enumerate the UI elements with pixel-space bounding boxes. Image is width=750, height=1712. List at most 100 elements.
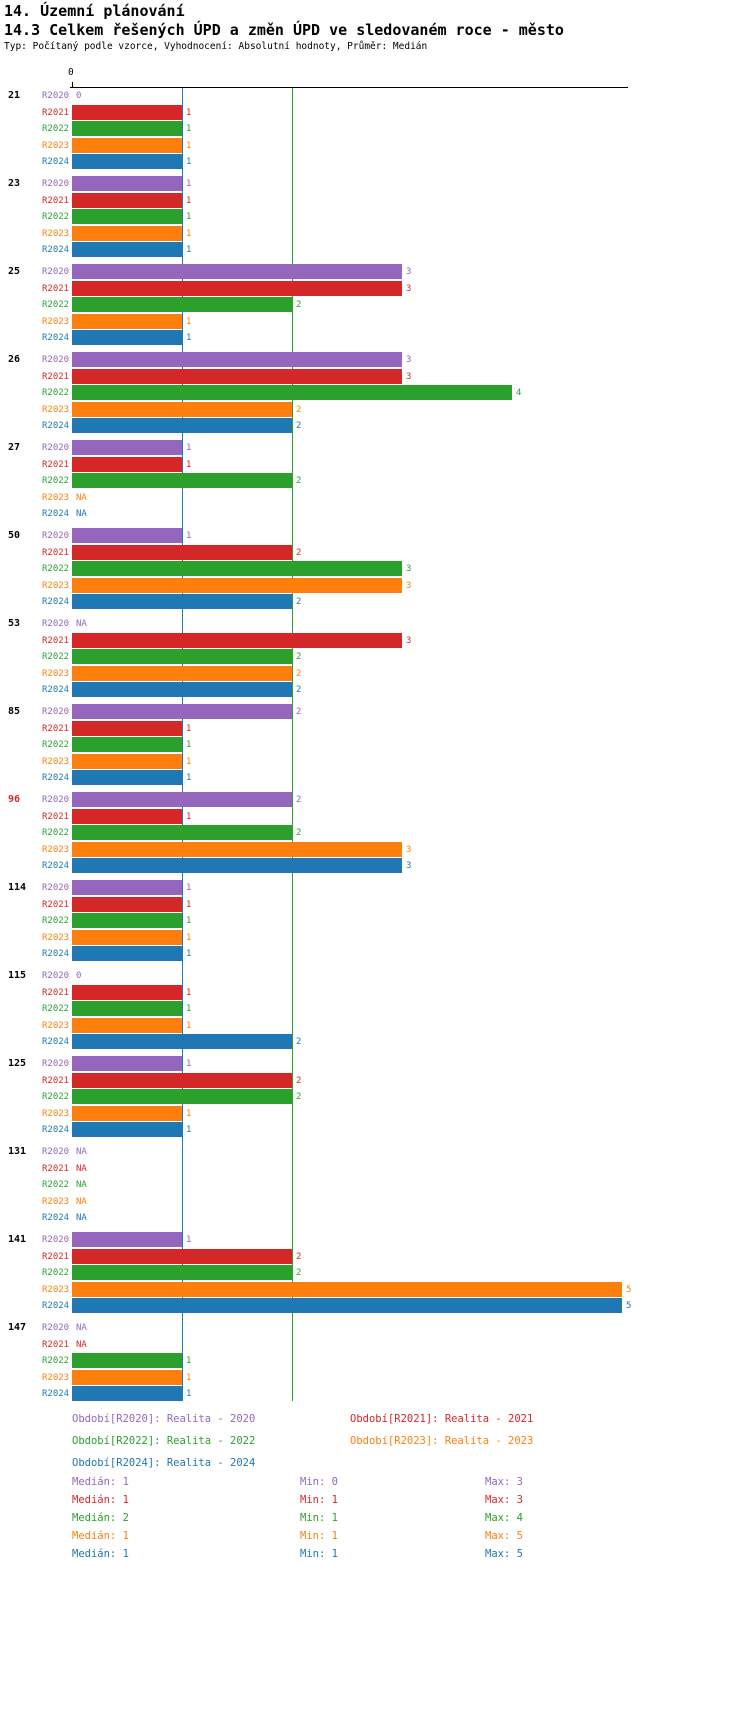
bar-value-label: 2 [296,476,302,486]
bar [72,858,402,873]
year-label: R2021 [42,284,70,294]
year-label: R2023 [42,845,70,855]
bar-value-label: NA [76,1340,87,1350]
bar [72,369,402,384]
bar-value-label: 2 [296,1268,302,1278]
year-label: R2023 [42,229,70,239]
bar [72,121,182,136]
group-label: 23 [8,178,21,189]
bar [72,1232,182,1247]
year-label: R2022 [42,916,70,926]
stat-median: Medián: 1 [72,1494,129,1506]
bar-value-label: NA [76,1164,87,1174]
bar-value-label: 2 [296,707,302,717]
bar-value-label: 1 [186,988,192,998]
bar-value-label: 1 [186,812,192,822]
x-axis-tick-label: 0 [68,67,74,78]
bar-value-label: 1 [186,1373,192,1383]
bar-value-label: 1 [186,443,192,453]
year-label: R2021 [42,900,70,910]
bar-value-label: 3 [406,845,412,855]
year-label: R2022 [42,564,70,574]
bar-value-label: 1 [186,757,192,767]
bar-value-label: 1 [186,531,192,541]
year-label: R2024 [42,773,70,783]
bar [72,385,512,400]
year-label: R2020 [42,1147,70,1157]
year-label: R2022 [42,1004,70,1014]
year-label: R2022 [42,740,70,750]
year-label: R2020 [42,1235,70,1245]
page-title: 14. Územní plánování [4,2,185,20]
group-label: 26 [8,354,21,365]
group-label: 141 [8,1234,27,1245]
bar [72,330,182,345]
group-label: 53 [8,618,21,629]
bar-value-label: 1 [186,1125,192,1135]
bar [72,704,292,719]
bar-value-label: 2 [296,405,302,415]
year-label: R2022 [42,124,70,134]
bar [72,193,182,208]
bar-value-label: 1 [186,179,192,189]
bar [72,281,402,296]
bar-value-label: 1 [186,141,192,151]
bar-value-label: 3 [406,372,412,382]
year-label: R2024 [42,1037,70,1047]
year-label: R2024 [42,157,70,167]
bar-value-label: 1 [186,900,192,910]
year-label: R2024 [42,1213,70,1223]
bar-value-label: 2 [296,1037,302,1047]
bar-value-label: 1 [186,773,192,783]
bar-value-label: 3 [406,267,412,277]
bar [72,1298,622,1313]
year-label: R2022 [42,476,70,486]
group-label: 131 [8,1146,27,1157]
bar-value-label: 1 [186,1109,192,1119]
bar [72,1265,292,1280]
stat-max: Max: 4 [485,1512,523,1524]
bar-value-label: NA [76,493,87,503]
bar-value-label: 1 [186,1004,192,1014]
legend-item-r2023: Období[R2023]: Realita - 2023 [350,1435,534,1447]
year-label: R2023 [42,141,70,151]
bar [72,1282,622,1297]
bar [72,1353,182,1368]
bar-value-label: NA [76,509,87,519]
stat-median: Medián: 1 [72,1476,129,1488]
year-label: R2021 [42,812,70,822]
bar [72,946,182,961]
year-label: R2022 [42,1356,70,1366]
legend-item-r2024: Období[R2024]: Realita - 2024 [72,1457,256,1469]
stat-max: Max: 3 [485,1494,523,1506]
year-label: R2022 [42,300,70,310]
stats-row-r2022: Medián: 2 Min: 1 Max: 4 [0,1513,750,1525]
year-label: R2021 [42,1164,70,1174]
bar-value-label: 4 [516,388,522,398]
year-label: R2020 [42,1059,70,1069]
group-label: 114 [8,882,27,893]
year-label: R2020 [42,355,70,365]
bar [72,682,292,697]
year-label: R2022 [42,828,70,838]
bar [72,633,402,648]
bar-value-label: 5 [626,1301,632,1311]
year-label: R2024 [42,421,70,431]
chart-meta-line: Typ: Počítaný podle vzorce, Vyhodnocení:… [4,41,428,52]
group-label: 147 [8,1322,27,1333]
bar-value-label: 1 [186,1021,192,1031]
year-label: R2020 [42,531,70,541]
bar [72,1370,182,1385]
bar-value-label: 3 [406,636,412,646]
bar [72,264,402,279]
bar [72,209,182,224]
bar [72,440,182,455]
bar [72,1034,292,1049]
stat-max: Max: 5 [485,1548,523,1560]
bar [72,352,402,367]
stats-row-r2020: Medián: 1 Min: 0 Max: 3 [0,1477,750,1489]
bar [72,226,182,241]
bar-value-label: 1 [186,124,192,134]
year-label: R2024 [42,861,70,871]
year-label: R2022 [42,388,70,398]
